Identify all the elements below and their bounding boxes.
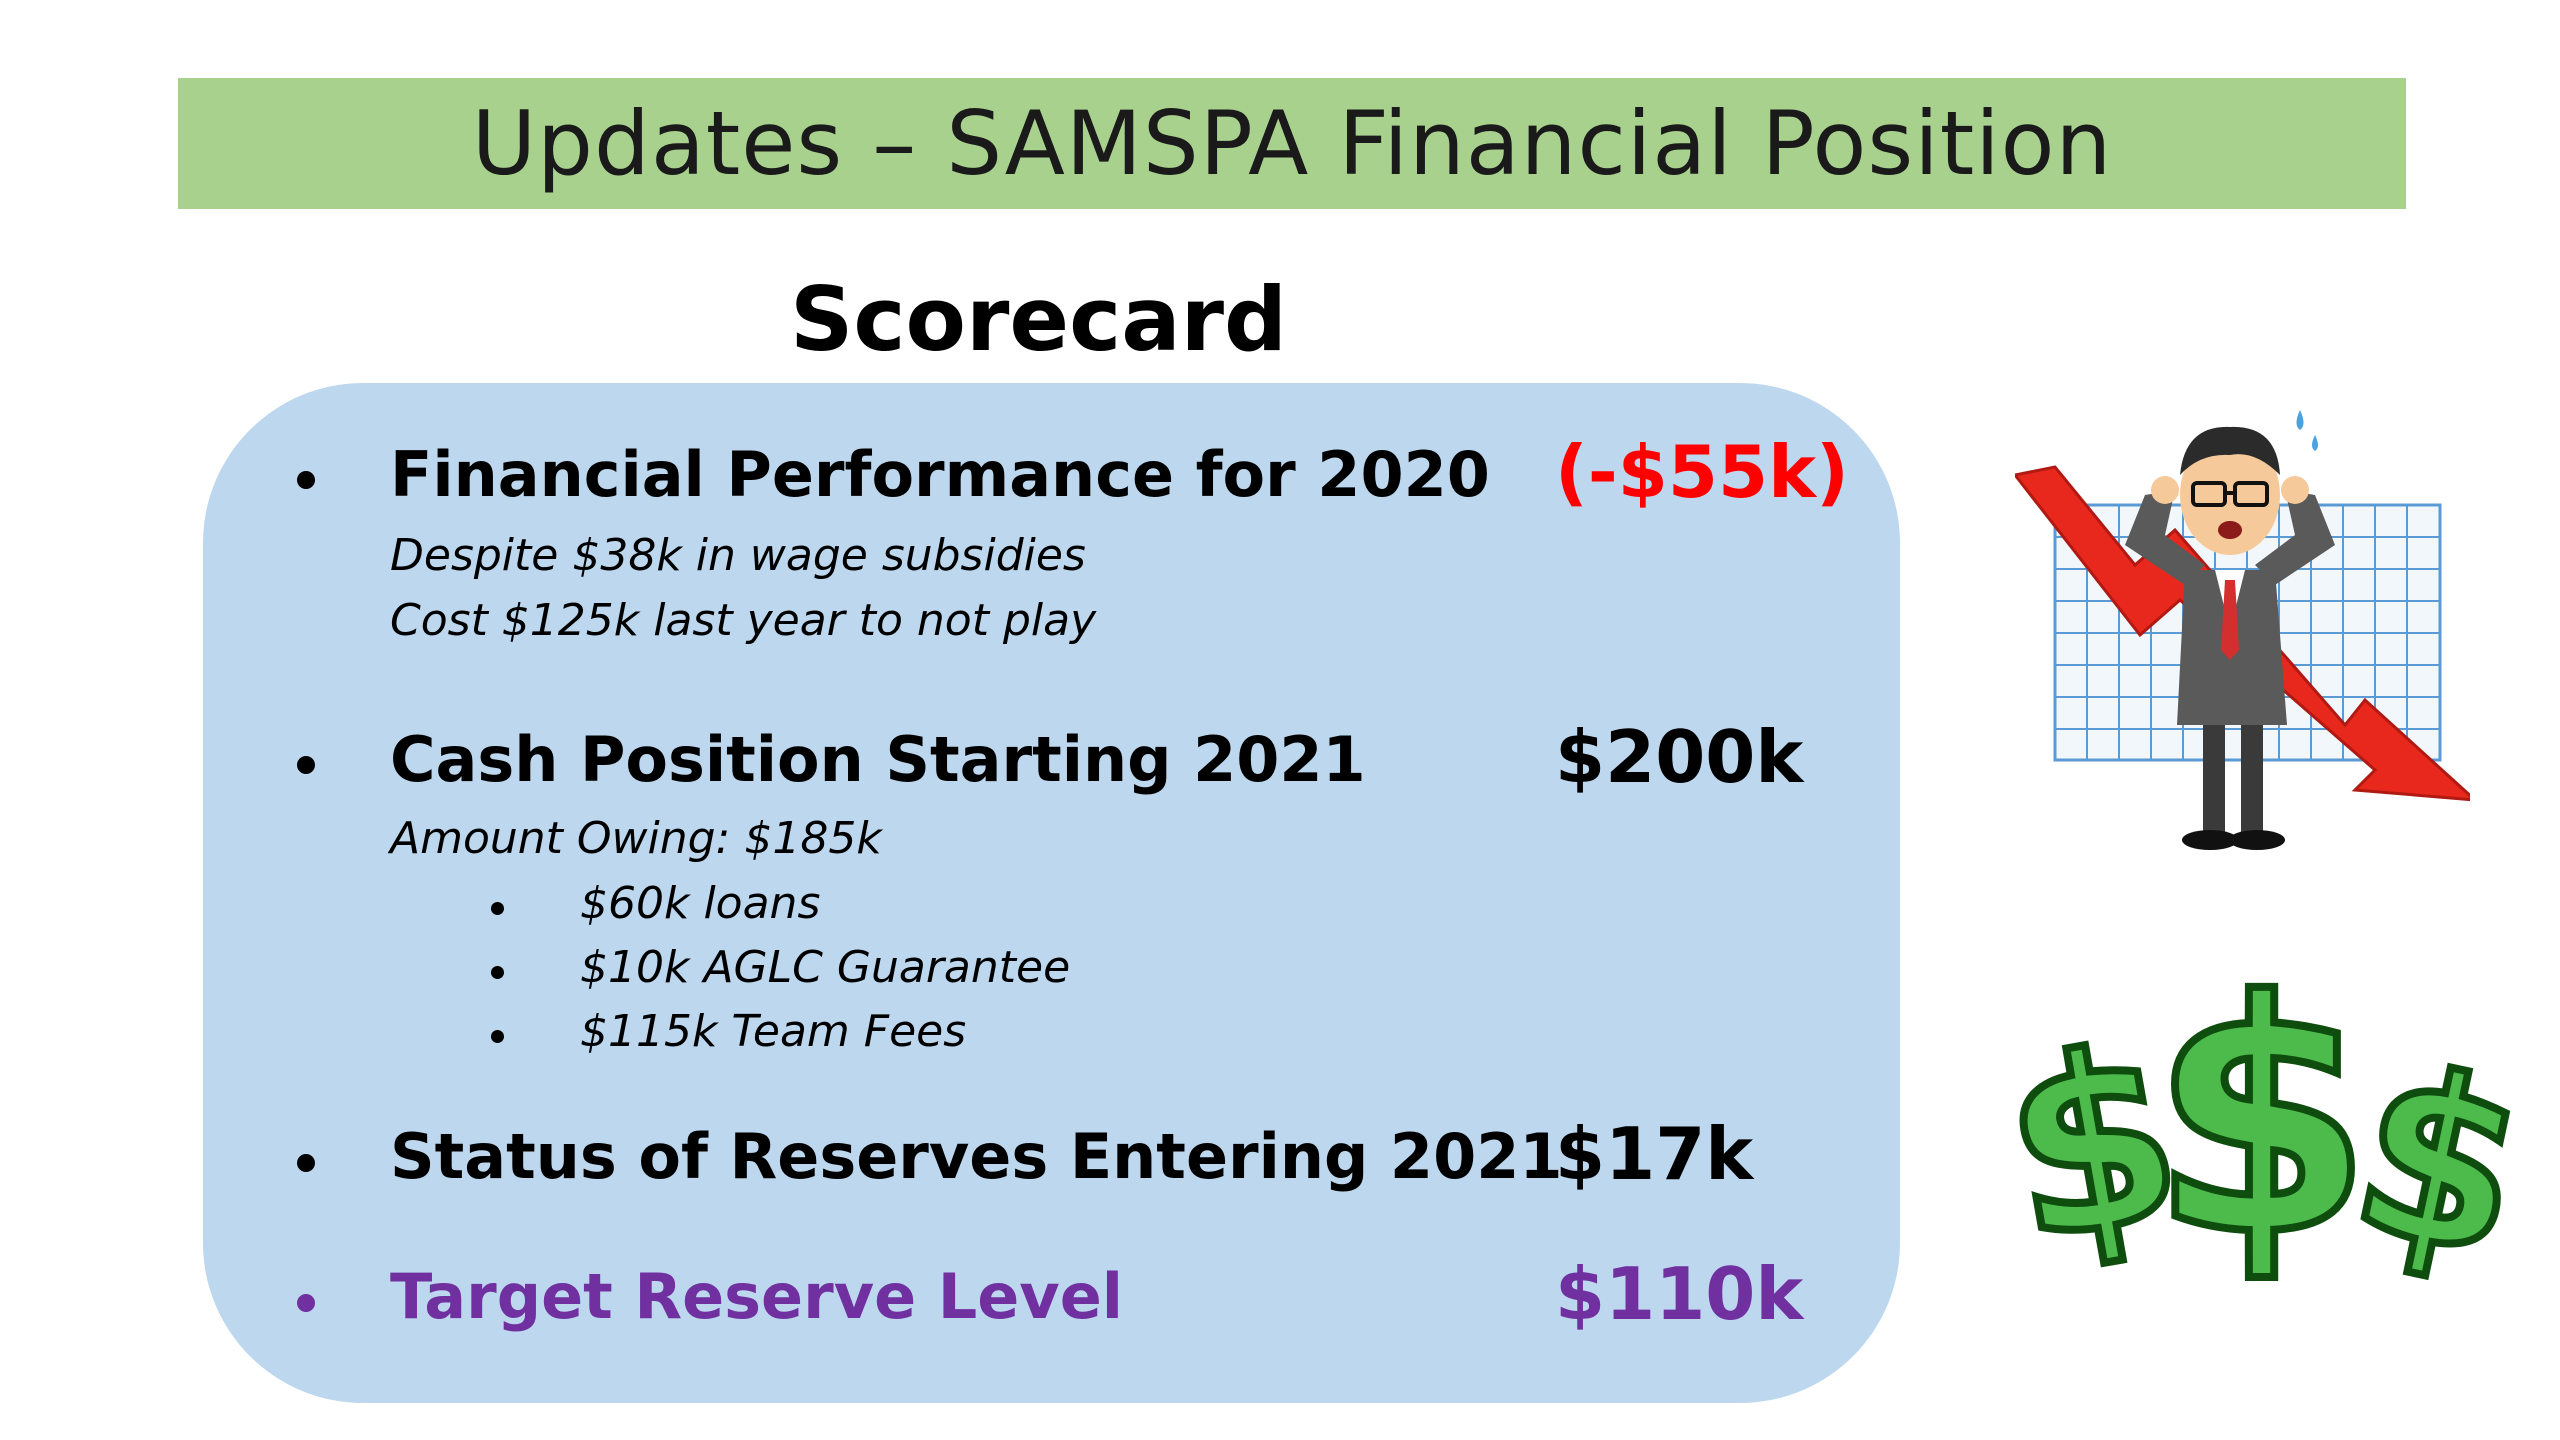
item-value-financial-performance: (-$55k) [1555, 430, 1849, 514]
sub-bullet-item: $115k Team Fees [580, 1006, 967, 1057]
sub-bullet-dot [491, 966, 504, 979]
dollar-signs-icon: $ $ $ [2000, 930, 2540, 1290]
item-value-cash-position: $200k [1555, 715, 1804, 799]
sub-bullet-dot [491, 1030, 504, 1043]
item-note: Amount Owing: $185k [390, 813, 882, 864]
slide-title: Updates – SAMSPA Financial Position [471, 92, 2113, 195]
scorecard-heading: Scorecard [790, 268, 1288, 371]
stressed-businessman-falling-chart-icon [2015, 410, 2470, 850]
scorecard-panel [203, 383, 1900, 1403]
item-label-reserves-status: Status of Reserves Entering 2021 [390, 1120, 1563, 1193]
title-bar: Updates – SAMSPA Financial Position [178, 78, 2406, 209]
item-note: Cost $125k last year to not play [390, 595, 1097, 646]
item-note: Despite $38k in wage subsidies [390, 530, 1086, 581]
sub-bullet-dot [491, 902, 504, 915]
item-value-target-reserve: $110k [1555, 1252, 1804, 1336]
bullet-dot [297, 471, 315, 489]
sub-bullet-item: $10k AGLC Guarantee [580, 942, 1071, 993]
sub-bullet-item: $60k loans [580, 878, 821, 929]
item-label-financial-performance: Financial Performance for 2020 [390, 438, 1490, 511]
item-value-reserves-status: $17k [1555, 1112, 1754, 1196]
bullet-dot [297, 1154, 315, 1172]
bullet-dot [297, 1294, 315, 1312]
item-label-cash-position: Cash Position Starting 2021 [390, 723, 1366, 796]
item-label-target-reserve: Target Reserve Level [390, 1260, 1124, 1333]
svg-text:$: $ [2150, 934, 2373, 1290]
bullet-dot [297, 756, 315, 774]
